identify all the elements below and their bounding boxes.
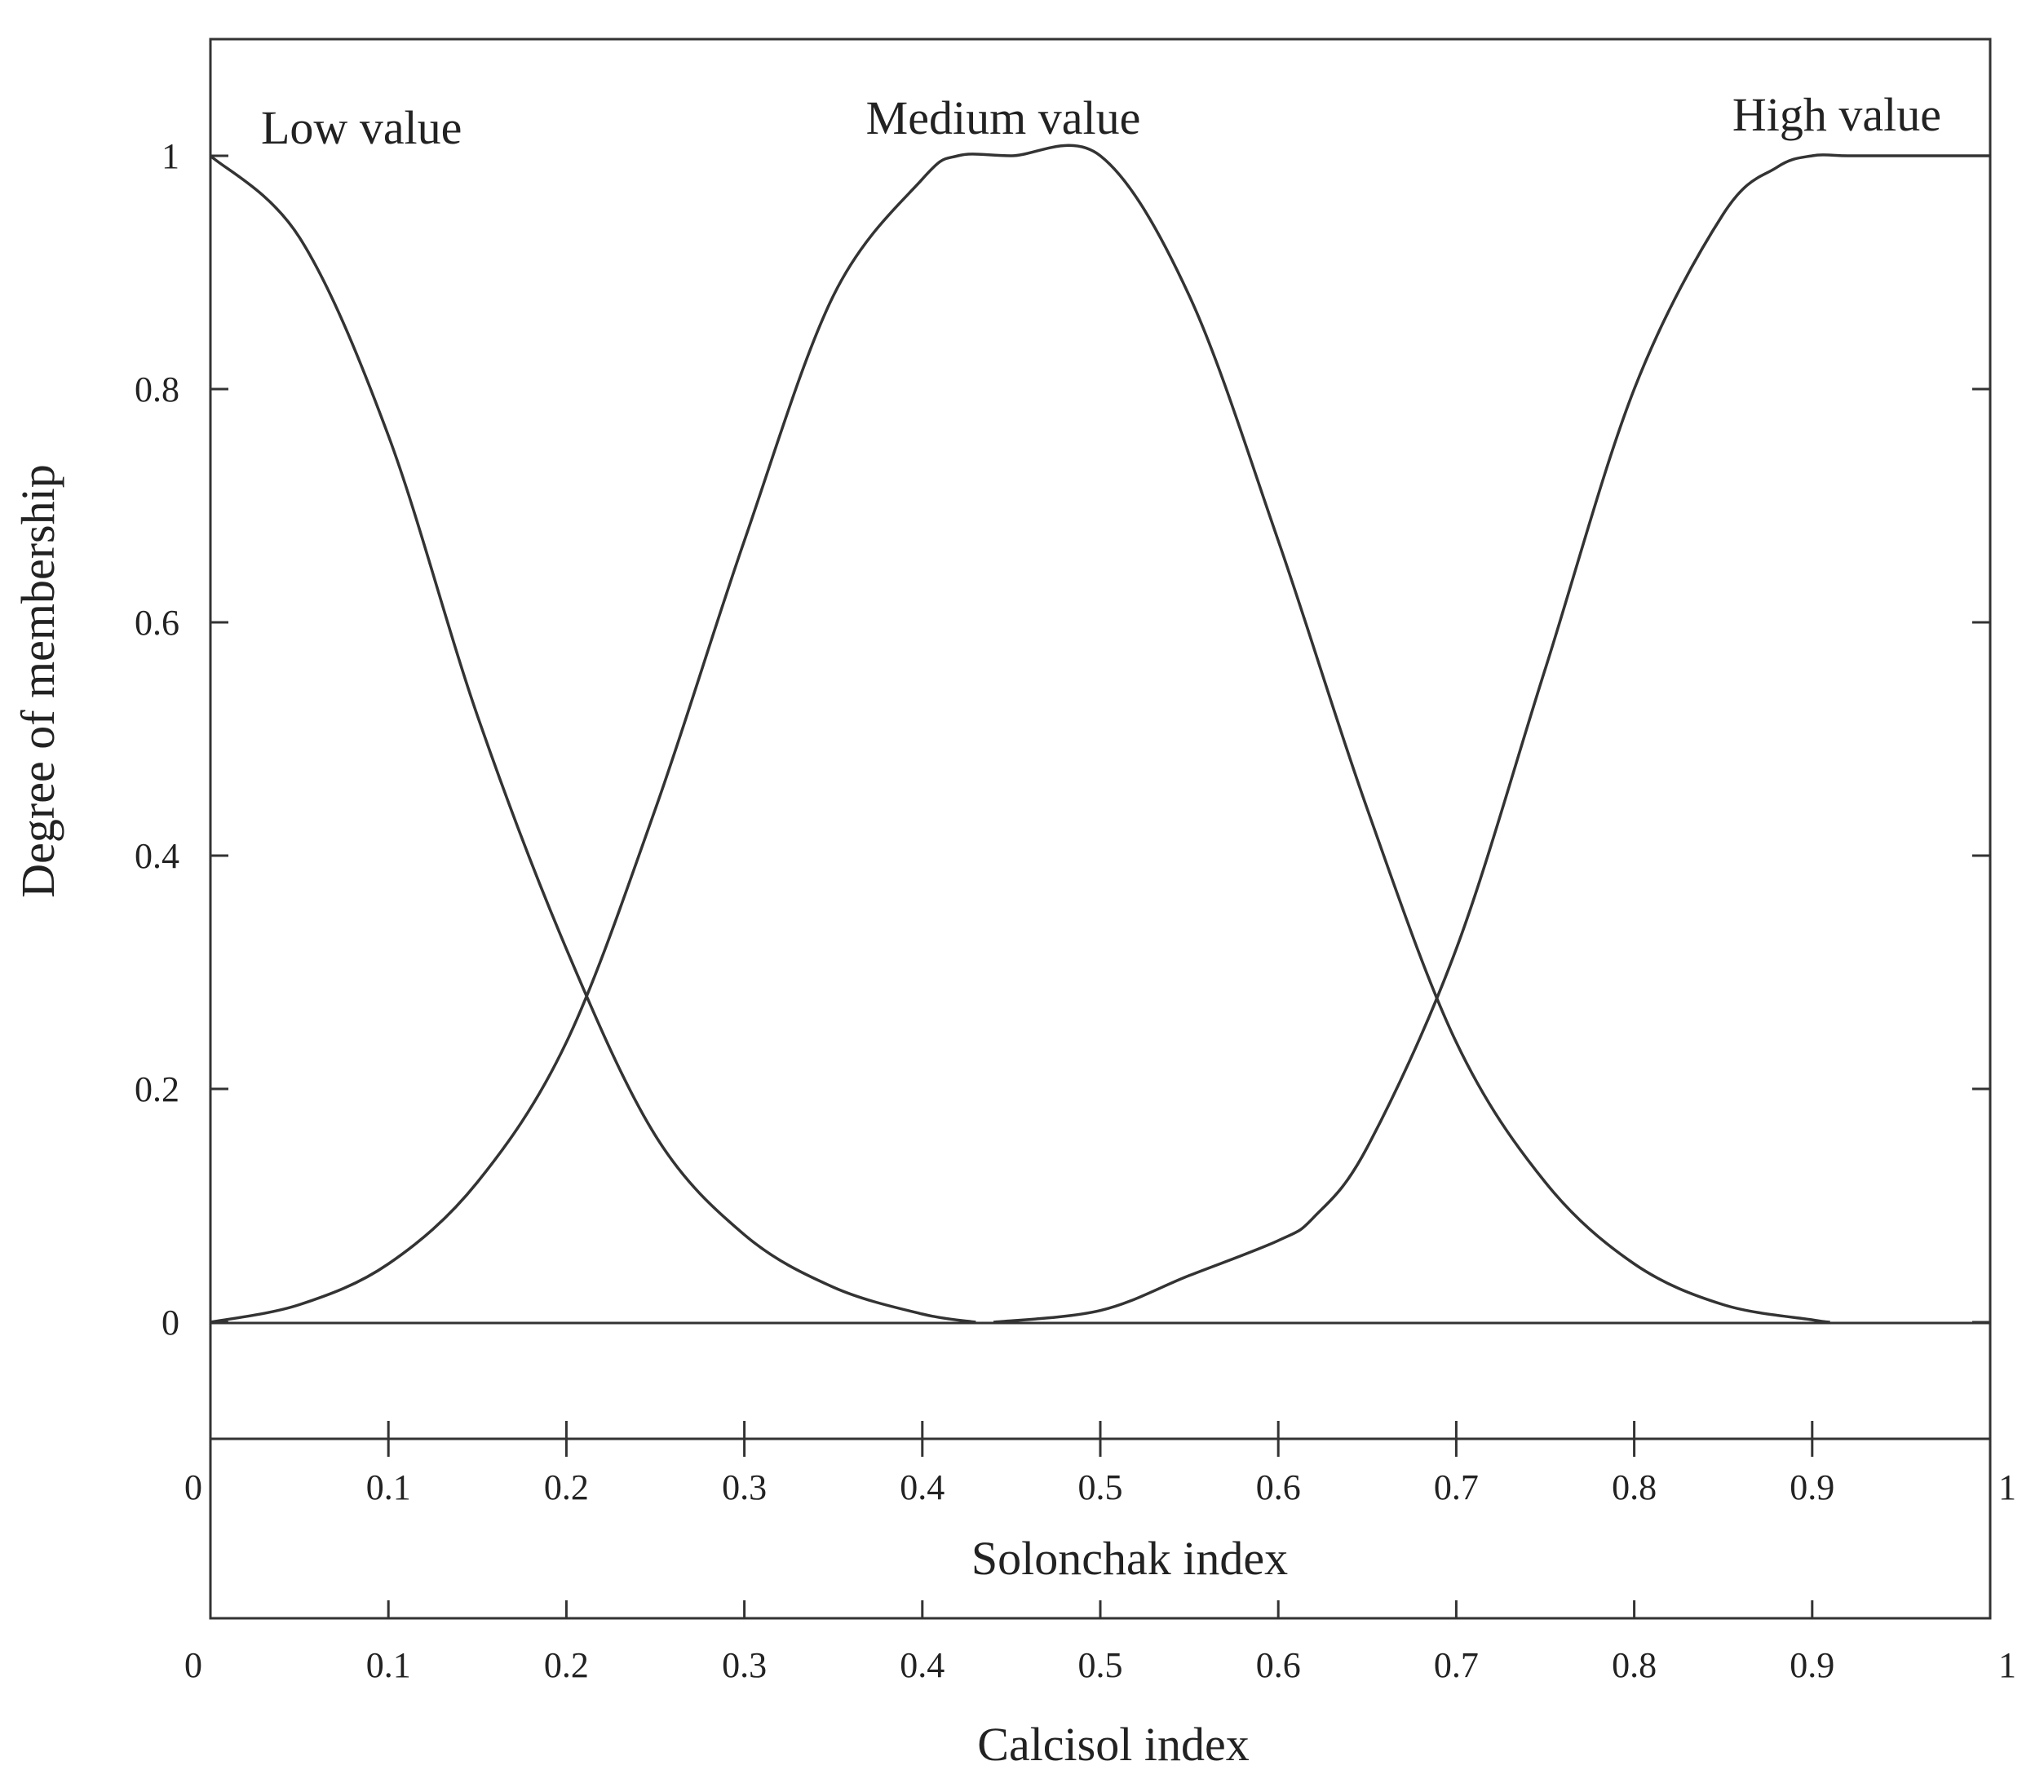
y-tick-label: 0.6: [135, 603, 179, 643]
x-tick-label: 0.7: [1434, 1467, 1479, 1507]
x-tick-label: 0.9: [1790, 1467, 1834, 1507]
x-tick-label: 1: [1998, 1467, 2016, 1507]
series-label-medium-value: Medium value: [866, 91, 1141, 144]
series-line-low-value: [209, 154, 976, 1324]
y-tick-label: 0.8: [135, 369, 179, 409]
series-label-high-value: High value: [1732, 88, 1941, 141]
x2-tick-label: 0.7: [1434, 1645, 1479, 1685]
series-line-high-value: [993, 153, 1990, 1324]
x-tick-label: 0.5: [1078, 1467, 1123, 1507]
tick-labels: 0 0.2 0.4 0.6 0.8 1 0 0 0.1 0.1 0.2 0.2 0.3 0.3 0.4 0.4…: [135, 136, 2016, 1685]
tick-marks: [209, 154, 1992, 1618]
plot-frame: [209, 38, 1992, 1440]
x-tick-label: 0.2: [544, 1467, 589, 1507]
x2-tick-label: 0: [184, 1645, 202, 1685]
x2-tick-label: 0.4: [900, 1645, 945, 1685]
x-tick-label: 0.1: [366, 1467, 411, 1507]
x2-tick-label: 0.9: [1790, 1645, 1834, 1685]
x2-tick-label: 0.1: [366, 1645, 411, 1685]
x2-tick-label: 0.3: [722, 1645, 767, 1685]
series-label-low-value: Low value: [261, 101, 462, 154]
x-axis-title: Solonchak index: [971, 1532, 1288, 1585]
x-tick-label: 0.4: [900, 1467, 945, 1507]
y-tick-label: 0: [161, 1303, 179, 1343]
x-tick-label: 0.3: [722, 1467, 767, 1507]
x-tick-label: 0.6: [1256, 1467, 1301, 1507]
x-axis-title-2: Calcisol index: [977, 1718, 1249, 1771]
y-axis-title: Degree of membership: [11, 464, 64, 897]
y-tick-label: 0.4: [135, 836, 179, 876]
x2-tick-label: 0.6: [1256, 1645, 1301, 1685]
y-tick-label: 1: [161, 136, 179, 176]
series-curves: [209, 144, 1990, 1324]
x-tick-label: 0: [184, 1467, 202, 1507]
y-tick-label: 0.2: [135, 1069, 179, 1109]
x2-tick-label: 0.8: [1612, 1645, 1657, 1685]
series-line-medium-value: [210, 144, 1830, 1324]
x2-tick-label: 1: [1998, 1645, 2016, 1685]
x2-tick-label: 0.2: [544, 1645, 589, 1685]
x-tick-label: 0.8: [1612, 1467, 1657, 1507]
secondary-axis-band: [209, 1437, 1992, 1620]
series-labels: Low value Medium value High value: [261, 88, 1941, 154]
x2-tick-label: 0.5: [1078, 1645, 1123, 1685]
